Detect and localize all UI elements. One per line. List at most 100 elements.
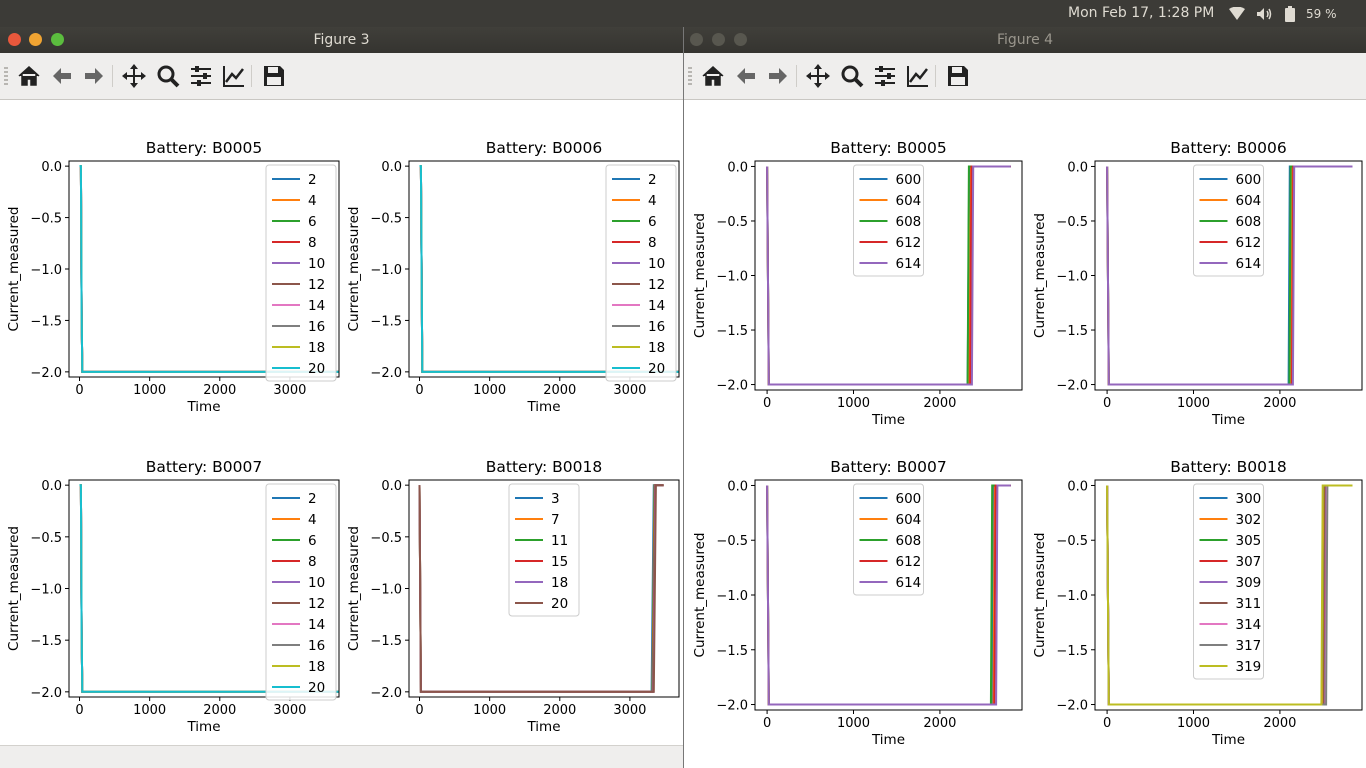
y-axis-label: Current_measured <box>6 207 22 332</box>
legend-box <box>853 164 924 277</box>
minimize-window-button[interactable] <box>29 33 42 46</box>
home-button[interactable] <box>16 63 42 89</box>
legend-label: 302 <box>1236 512 1262 528</box>
y-tick-label: −1.0 <box>30 263 62 278</box>
y-tick-label: −2.0 <box>1056 379 1088 394</box>
x-axis-label: Time <box>526 719 560 735</box>
x-tick-label: 1000 <box>473 703 506 718</box>
edit-axes-button[interactable] <box>221 63 247 89</box>
subplot-battery-b0006[interactable]: 0 1000 2000 3000 0.0 −0.5 −1.0 −1.5 −2.0 Battery:… <box>346 139 680 415</box>
zoom-icon <box>157 65 180 88</box>
x-tick-label: 2000 <box>1263 716 1296 731</box>
figure-canvas[interactable]: 0 1000 2000 0.0 −0.5 −1.0 −1.5 −2.0 Battery: B00… <box>684 100 1366 750</box>
chart-title: Battery: B0018 <box>1170 458 1286 476</box>
save-button[interactable] <box>261 63 287 89</box>
x-axis-label: Time <box>871 412 905 428</box>
subplots-button[interactable] <box>872 63 898 89</box>
legend-label: 600 <box>1236 172 1262 188</box>
edit-axes-button[interactable] <box>905 63 931 89</box>
legend-label: 18 <box>551 575 568 591</box>
x-tick-label: 2000 <box>923 716 956 731</box>
zoom-button[interactable] <box>155 63 181 89</box>
x-axis-label: Time <box>1211 732 1245 746</box>
back-arrow-button[interactable] <box>49 63 75 89</box>
legend[interactable]: 2 4 6 8 10 12 14 16 18 20 <box>265 483 337 701</box>
subplot-battery-b0018[interactable]: 0 1000 2000 0.0 −0.5 −1.0 −1.5 −2.0 Battery: B00… <box>1032 458 1363 748</box>
forward-arrow-button[interactable] <box>81 63 107 89</box>
clock[interactable]: Mon Feb 17, 1:28 PM <box>1068 5 1215 21</box>
chart-title: Battery: B0007 <box>146 458 262 476</box>
window-titlebar[interactable]: Figure 4 <box>684 27 1366 53</box>
y-tick-label: −1.0 <box>30 583 62 598</box>
y-tick-label: −0.5 <box>370 212 402 227</box>
maximize-window-button[interactable] <box>51 33 64 46</box>
legend-label: 614 <box>896 575 922 591</box>
subplot-battery-b0006[interactable]: 0 1000 2000 0.0 −0.5 −1.0 −1.5 −2.0 Battery: B00… <box>1032 139 1363 428</box>
y-tick-label: −2.0 <box>30 366 62 381</box>
close-window-button[interactable] <box>690 33 703 46</box>
legend[interactable]: 300 302 305 307 309 311 314 317 319 <box>1193 483 1264 680</box>
toolbar-grip[interactable] <box>688 67 692 85</box>
x-tick-label: 0 <box>763 396 771 411</box>
legend-label: 18 <box>308 340 325 356</box>
legend-label: 4 <box>308 512 317 528</box>
y-axis-label: Current_measured <box>6 526 22 651</box>
legend[interactable]: 600 604 608 612 614 <box>853 164 924 277</box>
back-arrow-button[interactable] <box>733 63 759 89</box>
legend-label: 7 <box>551 512 560 528</box>
legend-label: 10 <box>648 256 665 272</box>
window-titlebar[interactable]: Figure 3 <box>0 27 683 53</box>
edit-axes-icon <box>223 66 244 87</box>
subplot-battery-b0007[interactable]: 0 1000 2000 3000 0.0 −0.5 −1.0 −1.5 −2.0 Battery:… <box>6 458 340 735</box>
y-tick-label: −2.0 <box>370 686 402 701</box>
y-tick-label: −0.5 <box>1056 215 1088 230</box>
legend-label: 614 <box>1236 256 1262 272</box>
chart-title: Battery: B0007 <box>830 458 946 476</box>
forward-arrow-button[interactable] <box>765 63 791 89</box>
legend[interactable]: 600 604 608 612 614 <box>853 483 924 596</box>
y-axis-label: Current_measured <box>346 526 362 651</box>
subplot-battery-b0005[interactable]: 0 1000 2000 0.0 −0.5 −1.0 −1.5 −2.0 Battery: B00… <box>692 139 1023 428</box>
y-tick-label: −1.5 <box>1056 324 1088 339</box>
subplot-battery-b0018[interactable]: 0 1000 2000 3000 0.0 −0.5 −1.0 −1.5 −2.0 Battery:… <box>346 458 680 735</box>
wifi-icon[interactable] <box>1228 7 1246 21</box>
legend[interactable]: 3 7 11 15 18 20 <box>508 483 580 617</box>
figure-3-plots[interactable]: 0 1000 2000 30000.0−0.5−1.0−1.5−2.0Battery:… <box>0 100 683 746</box>
figure-canvas[interactable]: 0 1000 2000 3000 0.0 −0.5 −1.0 −1.5 −2.0 Battery:… <box>0 100 683 750</box>
zoom-button[interactable] <box>839 63 865 89</box>
legend[interactable]: 2 4 6 8 10 12 14 16 18 20 <box>605 164 677 382</box>
legend[interactable]: 2 4 6 8 10 12 14 16 18 20 <box>265 164 337 382</box>
volume-icon[interactable] <box>1256 7 1274 21</box>
x-tick-label: 1000 <box>133 703 166 718</box>
minimize-window-button[interactable] <box>712 33 725 46</box>
legend[interactable]: 600 604 608 612 614 <box>1193 164 1264 277</box>
battery-icon[interactable] <box>1284 6 1296 22</box>
legend-label: 20 <box>308 361 325 377</box>
legend-label: 15 <box>551 554 568 570</box>
maximize-window-button[interactable] <box>734 33 747 46</box>
y-tick-label: −1.5 <box>30 634 62 649</box>
legend-label: 11 <box>551 533 568 549</box>
pan-button[interactable] <box>805 63 831 89</box>
legend-label: 16 <box>308 319 325 335</box>
pan-button[interactable] <box>121 63 147 89</box>
y-tick-label: −1.0 <box>1056 270 1088 285</box>
edit-axes-icon <box>907 66 928 87</box>
y-tick-label: −2.0 <box>30 686 62 701</box>
subplots-button[interactable] <box>188 63 214 89</box>
subplot-battery-b0005[interactable]: 0 1000 2000 3000 0.0 −0.5 −1.0 −1.5 −2.0 Battery:… <box>6 139 340 415</box>
series-line-20 <box>79 484 339 693</box>
subplot-battery-b0007[interactable]: 0 1000 2000 0.0 −0.5 −1.0 −1.5 −2.0 Battery: B00… <box>692 458 1023 748</box>
save-button[interactable] <box>945 63 971 89</box>
toolbar-separator <box>935 65 936 87</box>
y-tick-label: −2.0 <box>716 699 748 714</box>
close-window-button[interactable] <box>8 33 21 46</box>
figure-4-plots[interactable]: 0 1000 2000 0.0 −0.5 −1.0 −1.5 −2.0 Battery: B00… <box>684 100 1366 748</box>
y-tick-label: −1.5 <box>370 634 402 649</box>
legend-label: 604 <box>896 512 922 528</box>
toolbar-grip[interactable] <box>4 67 8 85</box>
figure-4-window: Figure 4 0 1000 2000 0.0 −0.5 −1.0 −1.5 −2.0 Bat… <box>684 27 1366 768</box>
system-top-panel: Mon Feb 17, 1:28 PM 59 % <box>0 0 1366 27</box>
legend-box <box>1193 483 1264 680</box>
home-button[interactable] <box>700 63 726 89</box>
